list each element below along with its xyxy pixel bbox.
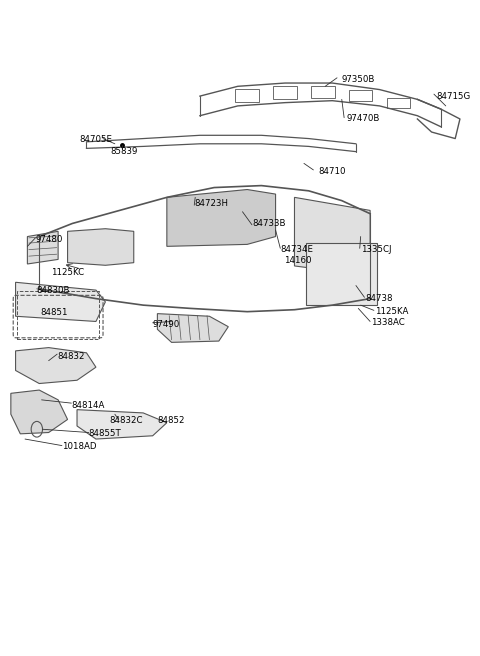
FancyBboxPatch shape: [306, 243, 377, 305]
Text: 1335CJ: 1335CJ: [360, 245, 391, 254]
Text: 84715G: 84715G: [436, 92, 470, 100]
Text: 84814A: 84814A: [72, 401, 105, 409]
Polygon shape: [68, 229, 134, 265]
Text: 97350B: 97350B: [342, 75, 375, 84]
Text: 84733B: 84733B: [252, 219, 286, 228]
Text: 1018AD: 1018AD: [62, 442, 96, 451]
Polygon shape: [15, 348, 96, 384]
Text: 85839: 85839: [110, 147, 137, 156]
Text: 1338AC: 1338AC: [371, 318, 405, 327]
Polygon shape: [77, 409, 167, 439]
Polygon shape: [15, 282, 106, 321]
Polygon shape: [167, 190, 276, 247]
Text: 84832C: 84832C: [109, 417, 143, 425]
Text: 14160: 14160: [284, 256, 311, 265]
Polygon shape: [295, 197, 370, 276]
Text: 1125KC: 1125KC: [51, 268, 84, 277]
Text: 97480: 97480: [36, 236, 63, 244]
Polygon shape: [157, 314, 228, 342]
Text: 97490: 97490: [153, 320, 180, 329]
Text: 1125KA: 1125KA: [375, 307, 408, 316]
Polygon shape: [27, 232, 58, 264]
Polygon shape: [11, 390, 68, 434]
Text: 84734E: 84734E: [280, 245, 313, 254]
Text: 84710: 84710: [318, 167, 346, 176]
Text: 84830B: 84830B: [37, 285, 71, 295]
Text: 84851: 84851: [40, 308, 68, 318]
Text: 84723H: 84723H: [194, 199, 228, 209]
Text: 84855T: 84855T: [89, 429, 121, 438]
Text: 84705E: 84705E: [79, 135, 112, 144]
Text: 84852: 84852: [157, 417, 185, 425]
Text: 84738: 84738: [365, 294, 393, 303]
Text: 84832: 84832: [57, 352, 84, 361]
Text: 97470B: 97470B: [347, 114, 380, 123]
